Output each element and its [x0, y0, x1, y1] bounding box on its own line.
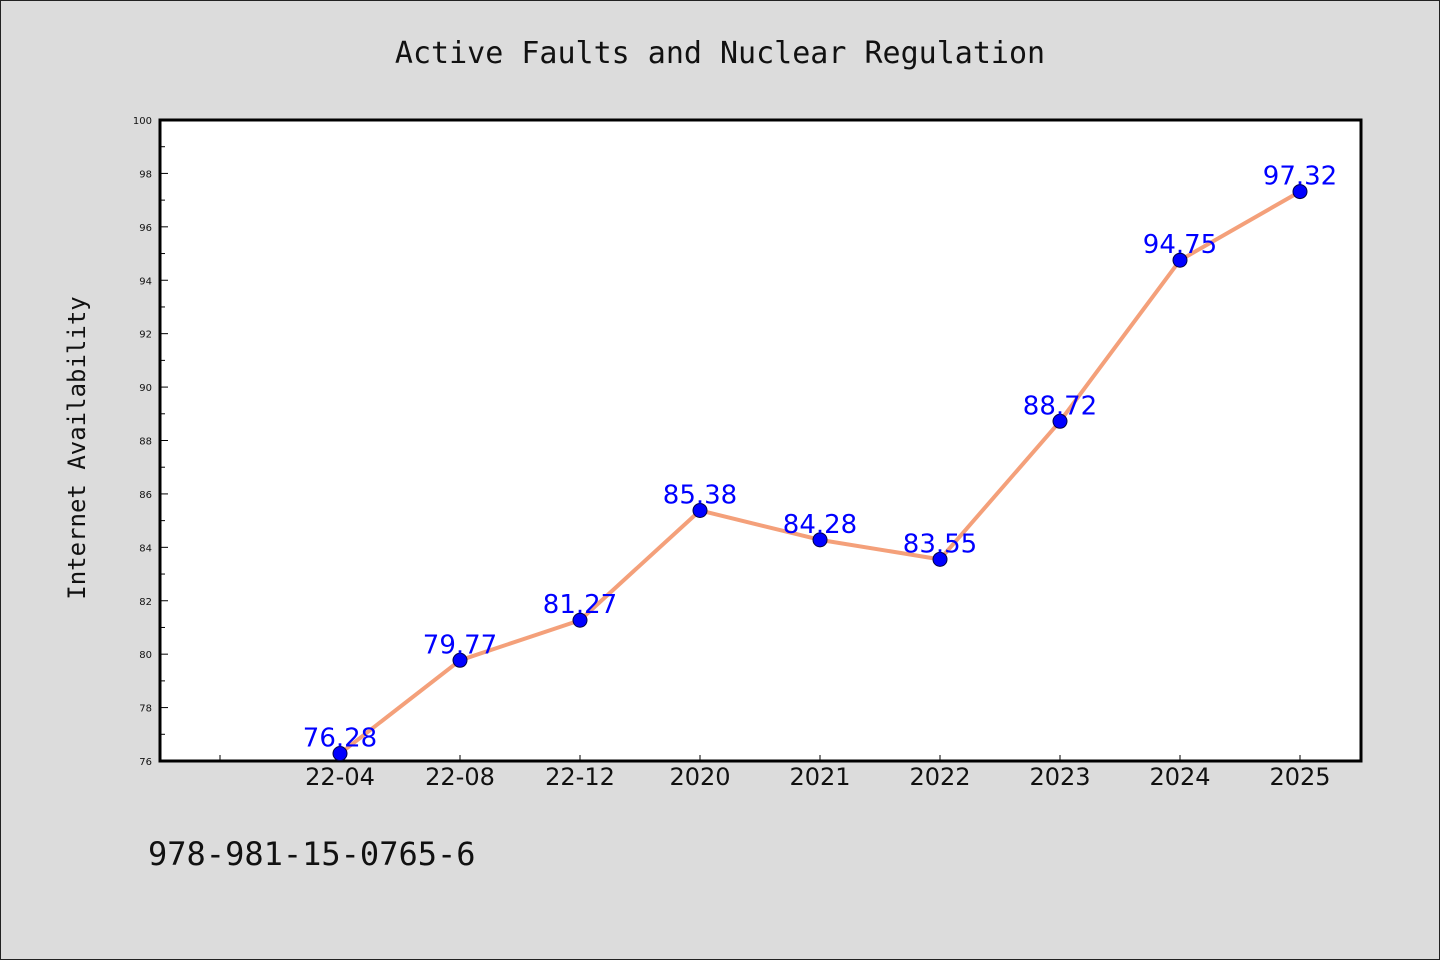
- data-label: 88.72: [1023, 391, 1097, 421]
- x-tick-label: 22-08: [425, 763, 495, 791]
- footnote-isbn: 978-981-15-0765-6: [148, 835, 476, 873]
- y-tick-label: 80: [139, 650, 152, 661]
- data-point-marker: [812, 532, 828, 548]
- data-point-marker: [332, 746, 348, 762]
- data-point-marker: [932, 551, 948, 567]
- y-tick-label: 86: [139, 490, 152, 501]
- data-point-marker: [452, 652, 468, 668]
- data-label: 94.75: [1143, 230, 1217, 260]
- x-tick-label: 2022: [909, 763, 970, 791]
- y-tick-label: 94: [139, 276, 152, 287]
- y-axis-label: Internet Availability: [63, 296, 91, 599]
- data-label: 79.77: [423, 630, 497, 660]
- x-tick-label: 2020: [669, 763, 730, 791]
- x-axis: 22-04 22-08 22-12 2020 2021 2022 2023 2024 2025: [219, 755, 1331, 791]
- x-tick-label: 2023: [1029, 763, 1090, 791]
- y-tick-label: 76: [139, 757, 152, 768]
- chart-title: Active Faults and Nuclear Regulation: [395, 36, 1045, 71]
- data-label: 84.28: [783, 510, 857, 540]
- y-tick-label: 98: [139, 169, 152, 180]
- data-label: 81.27: [543, 590, 617, 620]
- y-tick-label: 96: [139, 223, 152, 234]
- data-labels-group: 76.28 79.77 81.27 85.38 84.28 83.55 88.72 94.75…: [303, 162, 1337, 754]
- data-point-marker: [1052, 413, 1068, 429]
- series-line-group: [332, 184, 1308, 762]
- y-axis: 76 78 80 82 84 86 88 90 92 94 96 98 100: [133, 116, 168, 768]
- data-label: 83.55: [903, 529, 977, 559]
- y-tick-label: 88: [139, 437, 152, 448]
- y-tick-label: 100: [133, 116, 152, 127]
- y-tick-label: 82: [139, 597, 152, 608]
- data-label: 97.32: [1263, 162, 1337, 192]
- data-point-marker: [572, 612, 588, 628]
- plot-area: [158, 118, 1363, 763]
- data-point-marker: [1172, 252, 1188, 268]
- data-label: 85.38: [663, 480, 737, 510]
- y-tick-label: 92: [139, 330, 152, 341]
- x-tick-label: 22-04: [305, 763, 375, 791]
- x-tick-label: 22-12: [545, 763, 615, 791]
- x-tick-label: 2025: [1269, 763, 1330, 791]
- data-point-marker: [692, 502, 708, 518]
- y-tick-label: 90: [139, 383, 152, 394]
- x-tick-label: 2024: [1149, 763, 1210, 791]
- data-label: 76.28: [303, 724, 377, 754]
- x-tick-label: 2021: [789, 763, 850, 791]
- y-tick-label: 78: [139, 704, 152, 715]
- y-tick-label: 84: [139, 543, 152, 554]
- data-point-marker: [1292, 184, 1308, 200]
